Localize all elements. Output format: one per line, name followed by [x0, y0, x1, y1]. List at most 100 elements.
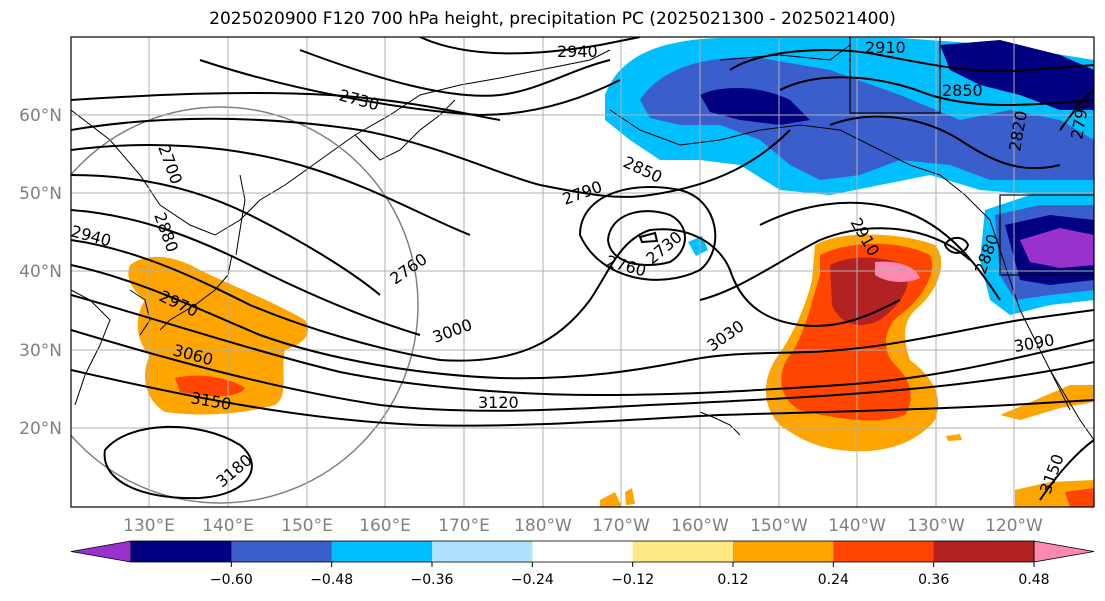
colorbar-tick-label: 0.12 — [717, 572, 748, 588]
lon-label: 170°E — [438, 516, 490, 536]
latitude-labels: 60°N 50°N 40°N 30°N 20°N — [19, 106, 62, 439]
longitude-labels: 130°E 140°E 150°E 160°E 170°E 180°W 170°… — [123, 516, 1043, 536]
lat-label: 20°N — [19, 419, 62, 439]
contour-line — [71, 329, 1094, 412]
contour-line — [729, 49, 1094, 73]
contour-line — [71, 144, 471, 236]
lat-label: 60°N — [19, 106, 62, 126]
negative-shade-yukon — [940, 40, 1094, 110]
height-contours — [71, 37, 1094, 501]
contour-line — [71, 228, 901, 362]
coastline-alaska-north — [719, 44, 851, 61]
coastline-china — [71, 289, 111, 406]
negative-shade-westcoast-core — [1020, 228, 1094, 268]
colorbar-segment — [231, 541, 333, 562]
contour-line — [103, 425, 253, 500]
positive-shade-nepac-pink — [875, 261, 920, 282]
lat-label: 40°N — [19, 262, 62, 282]
contour-line — [1039, 439, 1094, 501]
contour-label: 2910 — [865, 38, 906, 57]
positive-shade-tropic2 — [625, 488, 635, 505]
positive-shade-tropic3 — [946, 434, 962, 441]
colorbar-tick-label: −0.60 — [210, 572, 253, 588]
contour-line — [71, 369, 1094, 427]
positive-shade-japan — [128, 256, 309, 415]
contour-label: 2760 — [386, 249, 430, 288]
lon-label: 160°E — [359, 516, 411, 536]
contour-label: 2940 — [69, 222, 113, 251]
colorbar-tick-label: −0.36 — [411, 572, 454, 588]
lon-label: 140°E — [202, 516, 254, 536]
colorbar-tick-label: 0.36 — [918, 572, 949, 588]
map-plot-area: 2940 2910 2730 2850 2820 2790 2700 2850 … — [69, 37, 1094, 507]
lon-label: 150°E — [281, 516, 333, 536]
coastline-na-west — [989, 219, 1094, 441]
contour-label: 2730 — [642, 227, 685, 268]
contour-label: 2730 — [337, 86, 381, 115]
contour-line — [419, 37, 641, 55]
colorbar-tick-label: −0.12 — [611, 572, 654, 588]
negative-shade-midpacific — [688, 236, 708, 256]
contour-line — [606, 210, 686, 266]
inset-box-2 — [999, 194, 1094, 276]
contour-line — [638, 231, 659, 244]
lon-label: 140°W — [828, 516, 886, 536]
lon-label: 120°W — [985, 516, 1043, 536]
contour-line — [71, 117, 791, 198]
contour-line — [699, 227, 971, 301]
lat-label: 30°N — [19, 341, 62, 361]
map-title: 2025020900 F120 700 hPa height, precipit… — [209, 9, 896, 29]
contour-line — [779, 76, 1094, 106]
contour-label: 3090 — [1012, 330, 1055, 356]
colorbar-segment — [632, 541, 734, 562]
colorbar-ticks: −0.60 −0.48 −0.36 −0.24 −0.12 0.12 0.24 0.36 0.4… — [210, 562, 1050, 588]
colorbar-segment — [131, 541, 232, 562]
contour-line — [71, 264, 1094, 380]
contour-line — [1059, 89, 1094, 131]
coastline-baja — [1049, 369, 1071, 411]
negative-shade-alaska-core — [700, 88, 810, 125]
colorbar-segment — [933, 541, 1035, 562]
coastline-asia-east — [71, 49, 611, 236]
contour-line — [759, 201, 1001, 301]
colorbar-segment — [532, 541, 634, 562]
precip-shading — [128, 38, 1094, 507]
contour-label: 2700 — [154, 142, 186, 187]
contour-label: 3030 — [703, 316, 747, 355]
contour-line — [71, 294, 1094, 397]
colorbar-extend-high — [1033, 540, 1095, 563]
lon-label: 130°E — [123, 516, 175, 536]
colorbar-segment — [833, 541, 935, 562]
coastline-japan — [159, 254, 233, 331]
contour-line — [829, 115, 1061, 170]
lon-label: 160°W — [671, 516, 729, 536]
contour-line — [71, 174, 381, 296]
contour-label: 2850 — [942, 81, 983, 100]
colorbar: −0.60 −0.48 −0.36 −0.24 −0.12 0.12 0.24 0.36 0.4… — [70, 540, 1095, 588]
coastline-sakhalin — [235, 174, 246, 256]
contour-label: 3000 — [430, 315, 475, 347]
colorbar-frame — [130, 540, 1035, 563]
colorbar-tick-label: −0.48 — [310, 572, 353, 588]
contour-line — [578, 186, 717, 281]
colorbar-tick-label: 0.24 — [818, 572, 849, 588]
positive-shade-southeast-core — [1065, 488, 1094, 507]
lon-label: 150°W — [750, 516, 808, 536]
inset-box — [849, 37, 941, 114]
contour-label: 2790 — [560, 177, 605, 209]
contour-line — [199, 59, 621, 117]
lon-label: 170°W — [592, 516, 650, 536]
colorbar-segment — [331, 541, 433, 562]
range-ring — [71, 106, 419, 504]
lat-label: 50°N — [19, 184, 62, 204]
colorbar-segment — [733, 541, 834, 562]
colorbar-tick-label: 0.48 — [1018, 572, 1049, 588]
plot-frame — [70, 36, 1095, 508]
lon-label: 130°W — [907, 516, 965, 536]
positive-shade-tropic1 — [600, 492, 622, 507]
lon-label: 180°W — [514, 516, 572, 536]
colorbar-segment — [432, 541, 533, 562]
colorbar-tick-label: −0.24 — [511, 572, 554, 588]
contour-line — [71, 209, 421, 336]
